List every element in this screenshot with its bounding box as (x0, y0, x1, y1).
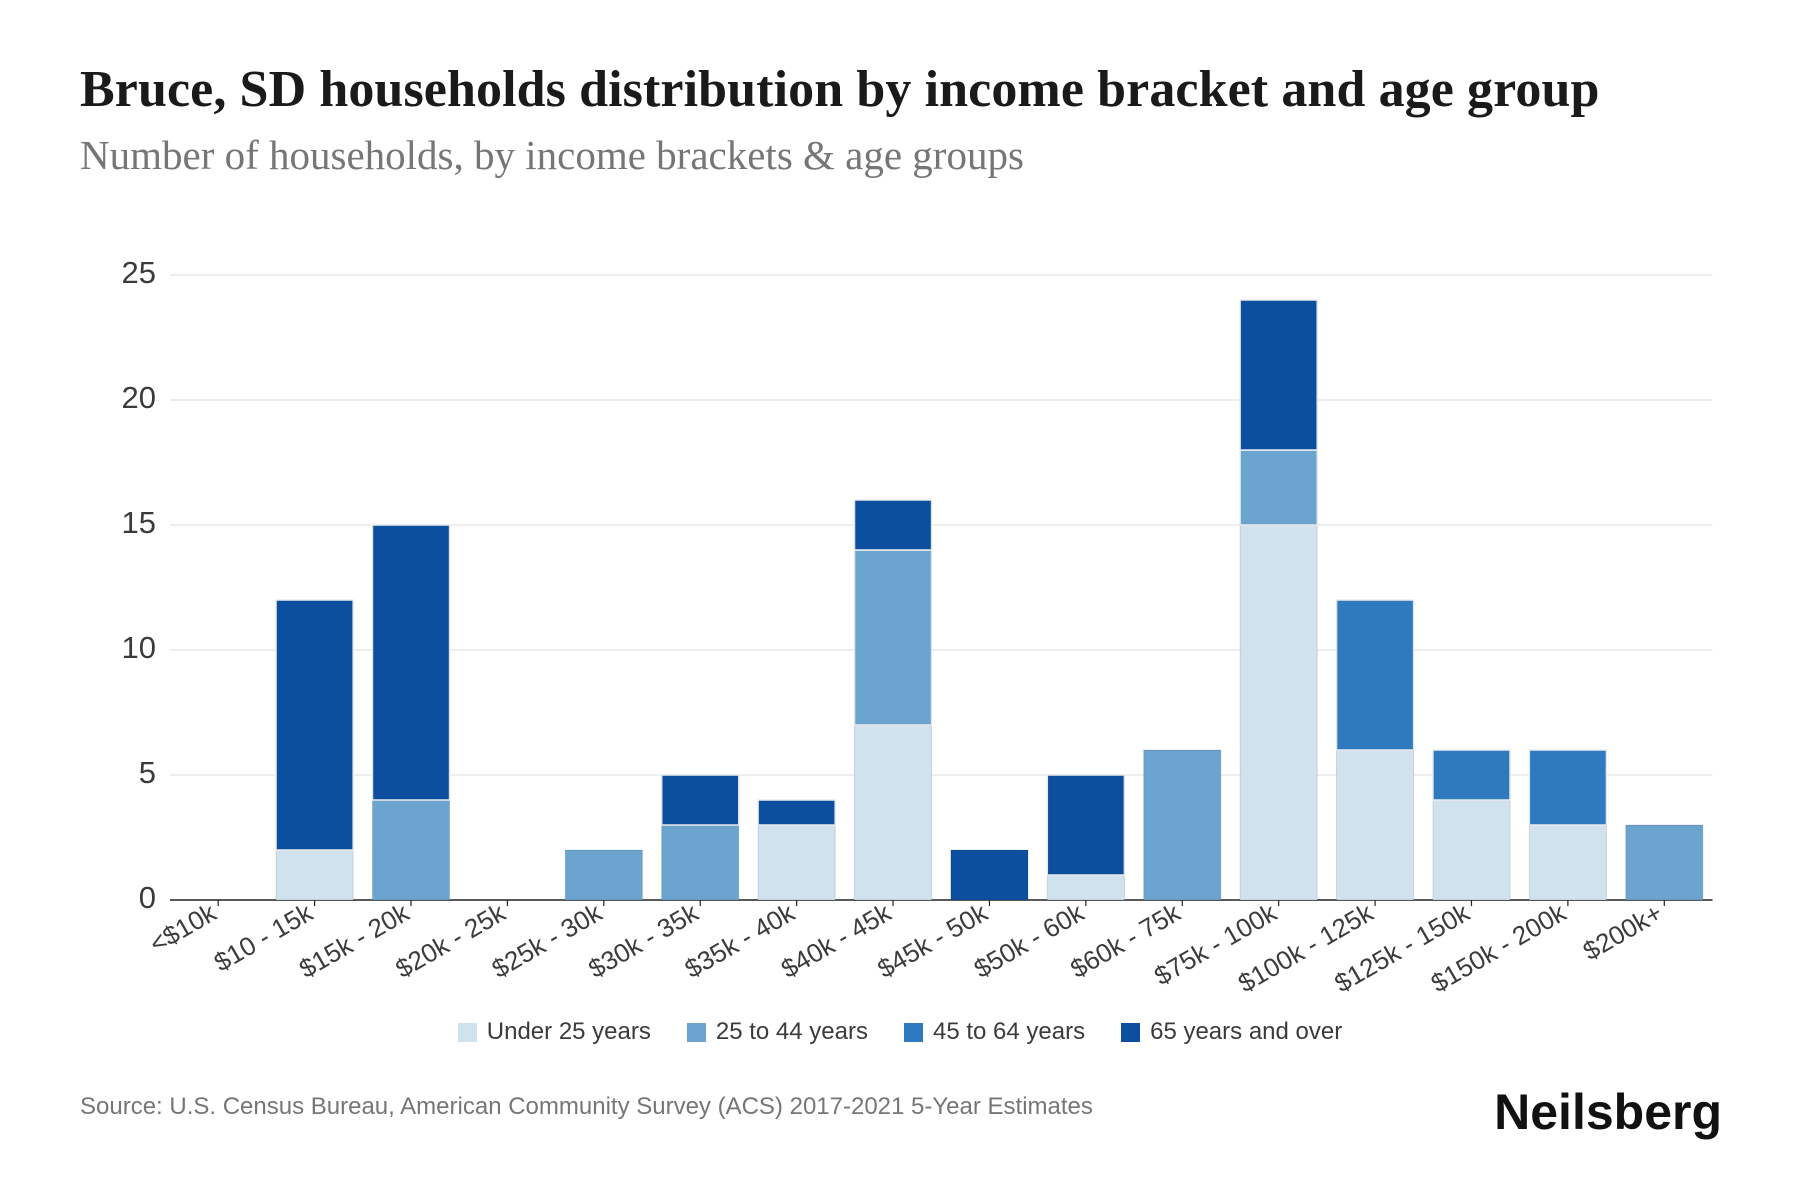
svg-text:$200k+: $200k+ (1578, 897, 1668, 966)
svg-text:10: 10 (122, 630, 156, 665)
svg-text:20: 20 (122, 380, 156, 415)
svg-text:25: 25 (122, 255, 156, 290)
svg-text:0: 0 (139, 880, 156, 915)
svg-text:15: 15 (122, 505, 156, 540)
svg-text:5: 5 (139, 755, 156, 790)
